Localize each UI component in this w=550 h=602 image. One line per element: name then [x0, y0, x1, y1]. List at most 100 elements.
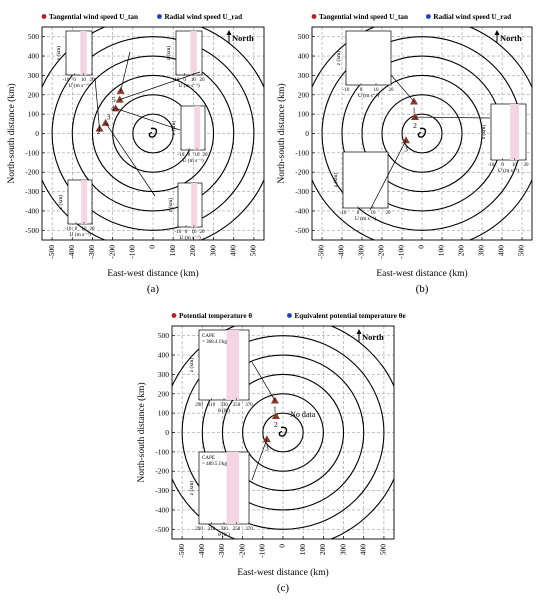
inset-xtick-label-c0-2: 330	[220, 403, 228, 408]
xtick-label-1-3: -200	[377, 245, 386, 259]
inset-xlabel-b1: U (m s⁻¹)	[498, 167, 520, 174]
north-label-0: North	[232, 33, 254, 43]
typhoon-symbol-0	[148, 127, 158, 138]
ytick-label-2-0: -500	[155, 525, 169, 534]
legend-marker-0-0	[41, 14, 47, 19]
ring-2-3	[201, 354, 365, 511]
xtick-label-2-9: 400	[358, 544, 367, 556]
legend-marker-2-0	[171, 313, 177, 318]
xtick-label-2-7: 200	[318, 544, 327, 556]
inset-xtick-label-a3-1: 0	[75, 227, 78, 232]
inset-frame-b2	[342, 151, 389, 209]
ytick-label-1-0: -500	[295, 226, 309, 235]
sounding-marker-2-1	[271, 412, 280, 420]
inset-xtick-label-c1-4: 370	[245, 527, 253, 532]
inset-xlabel-a4: U (m s⁻¹)	[179, 234, 201, 241]
inset-xtick-label-b1-0: -10	[488, 163, 495, 168]
legend-label-2-0: Potential temperature θ	[179, 312, 252, 320]
north-label-2: North	[362, 332, 384, 342]
inset-xtick-label-a2-1: 0	[188, 153, 191, 158]
inset-frame-c0	[198, 329, 250, 401]
inset-xtick-label-c0-0: 290	[195, 403, 203, 408]
ring-1-1	[381, 94, 463, 173]
inset-xtick-label-c0-3: 350	[233, 403, 241, 408]
sounding-marker-0-2	[111, 104, 120, 112]
inset-xtick-label-b2-1: 0	[357, 211, 360, 216]
inset-xtick-label-a4-0: -10	[175, 230, 182, 235]
sounding-label-0-4: 5	[112, 95, 116, 104]
xtick-label-2-8: 300	[338, 544, 347, 556]
xtick-label-0-8: 300	[208, 245, 217, 257]
legend-marker-2-1	[287, 313, 292, 318]
sounding-marker-1-2	[402, 136, 410, 144]
xtick-label-0-3: -200	[107, 245, 116, 259]
inset-ylabel-a0: z (km)	[55, 46, 62, 61]
inset-leader-b-1	[414, 116, 491, 119]
inset-ylabel-a3: z (km)	[57, 195, 64, 210]
ytick-label-0-8: 300	[28, 71, 40, 80]
inset-xtick-label-c1-0: 290	[195, 527, 203, 532]
sounding-label-2-2: 3	[265, 443, 269, 452]
panel-b: -500-500-400-400-300-300-200-200-100-100…	[276, 13, 533, 295]
inset-xtick-label-a2-0: -10	[178, 153, 185, 158]
ylabel-2: North-south distance (km)	[136, 382, 147, 482]
inset-xtick-label-b0-3: 20	[389, 88, 395, 93]
inset-xtick-label-c0-1: 310	[208, 403, 216, 408]
legend-marker-1-0	[311, 14, 317, 19]
ytick-label-2-1: -400	[155, 505, 169, 514]
xtick-label-1-4: -100	[397, 245, 406, 259]
xtick-label-0-9: 400	[228, 245, 237, 257]
xtick-label-1-5: 0	[417, 245, 426, 249]
ylabel-0: North-south distance (km)	[6, 83, 17, 183]
panel-label-2: (c)	[277, 582, 290, 594]
inset-ylabel-b0: z (km)	[335, 51, 342, 66]
inset-frame-a1	[175, 30, 203, 76]
inset-xtick-label-b0-0: -10	[343, 88, 350, 93]
ytick-label-2-10: 500	[158, 331, 170, 340]
north-arrowhead-1	[494, 30, 500, 35]
ring-2-2	[221, 373, 345, 492]
inset-frame-c1	[198, 451, 250, 525]
ytick-label-1-5: 0	[305, 129, 309, 138]
xtick-label-0-2: -300	[87, 245, 96, 259]
north-arrowhead-2	[356, 329, 362, 334]
inset-leader-b-0	[390, 74, 415, 102]
ytick-label-2-8: 300	[158, 370, 170, 379]
xtick-label-2-2: -300	[217, 544, 226, 558]
inset-xtick-label-b1-3: 20	[524, 163, 530, 168]
sounding-label-0-3: 4	[111, 104, 115, 113]
xtick-label-2-5: 0	[278, 544, 287, 548]
ring-2-0	[262, 412, 304, 453]
inset-cape-value-c0: = 368.4 J/kg	[202, 340, 227, 345]
inset-cape-label-c1: CAPE	[202, 456, 215, 461]
inset-frame-a3	[67, 179, 93, 225]
ytick-label-2-3: -200	[155, 467, 169, 476]
panel-label-0: (a)	[147, 283, 160, 295]
xtick-label-1-0: -500	[317, 245, 326, 259]
inset-frame-a2	[180, 105, 206, 151]
sounding-label-0-1: 2	[97, 127, 101, 136]
xtick-label-2-0: -500	[177, 544, 186, 558]
inset-leader-c-0	[251, 361, 276, 401]
inset-leader-a-3	[115, 107, 181, 131]
inset-xtick-label-a3-3: 20	[90, 227, 96, 232]
inset-leader-a-1	[120, 51, 131, 91]
inset-ylabel-b2: z (km)	[332, 173, 339, 188]
ring-1-0	[401, 113, 443, 154]
inset-xtick-label-b2-2: 10	[371, 211, 377, 216]
inset-shade-a0	[80, 31, 87, 75]
ytick-label-2-2: -300	[155, 486, 169, 495]
ytick-label-1-8: 300	[298, 71, 310, 80]
inset-xtick-label-a4-2: 10	[192, 230, 198, 235]
ytick-label-0-1: -400	[25, 206, 39, 215]
inset-frame-b0	[345, 30, 392, 86]
inset-shade-a4	[191, 183, 198, 227]
inset-xtick-label-c1-1: 310	[208, 527, 216, 532]
xtick-label-1-6: 100	[437, 245, 446, 257]
sounding-label-2-0: 1	[273, 405, 277, 414]
ylabel-1: North-south distance (km)	[276, 83, 287, 183]
inset-xtick-label-b2-0: -10	[340, 211, 347, 216]
inset-shade-a1	[190, 31, 197, 75]
ytick-label-0-0: -500	[25, 226, 39, 235]
